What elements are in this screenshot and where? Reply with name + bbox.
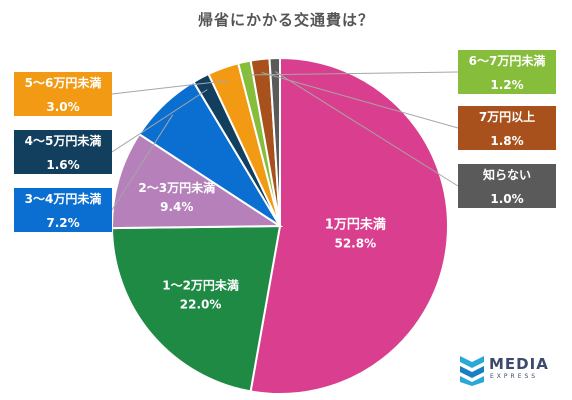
callout-6-7man: 6〜7万円未満 1.2% (458, 50, 556, 94)
callout-7man-over: 7万円以上 1.8% (458, 106, 556, 150)
callout-value: 3.0% (46, 100, 80, 114)
callout-value: 1.6% (46, 158, 80, 172)
logo-mark-icon (460, 356, 484, 386)
callout-label: 知らない (482, 168, 531, 182)
slice-value: 22.0% (180, 297, 222, 311)
leader-line (247, 71, 459, 76)
slice-value: 9.4% (160, 200, 193, 214)
leader-line (111, 89, 208, 153)
callout-3-4man: 3〜4万円未満 7.2% (14, 188, 112, 232)
slice-value: 52.8% (334, 237, 376, 251)
slice-label: 1〜2万円未満 (162, 277, 239, 292)
callout-value: 1.2% (490, 78, 524, 92)
slice-label: 1万円未満 (325, 217, 386, 233)
leader-line (261, 72, 459, 129)
callout-value: 1.8% (490, 134, 524, 148)
callout-value: 1.0% (490, 192, 524, 206)
pie-slice (249, 56, 449, 395)
callout-label: 4〜5万円未満 (24, 134, 102, 148)
pie-slice (110, 224, 282, 393)
logo-sub: EXPRESS (490, 373, 539, 380)
chart-title: 帰省にかかる交通費は？ (197, 11, 374, 29)
callout-label: 3〜4万円未満 (24, 192, 102, 206)
callout-label: 6〜7万円未満 (468, 54, 546, 68)
callout-4-5man: 4〜5万円未満 1.6% (14, 130, 112, 174)
pie-slice (268, 56, 281, 227)
callout-5-6man: 5〜6万円未満 3.0% (14, 72, 112, 116)
logo-name: MEDIA (489, 355, 549, 373)
leader-line (111, 80, 228, 95)
media-express-logo: MEDIA EXPRESS (458, 352, 558, 388)
leader-line (274, 71, 459, 187)
callout-label: 5〜6万円未満 (24, 76, 102, 90)
callout-value: 7.2% (46, 216, 80, 230)
callout-unknown: 知らない 1.0% (458, 164, 556, 208)
pie-slice (111, 132, 284, 230)
leader-line (111, 114, 174, 211)
slice-label: 2〜3万円未満 (138, 180, 215, 195)
callout-label: 7万円以上 (478, 110, 536, 124)
